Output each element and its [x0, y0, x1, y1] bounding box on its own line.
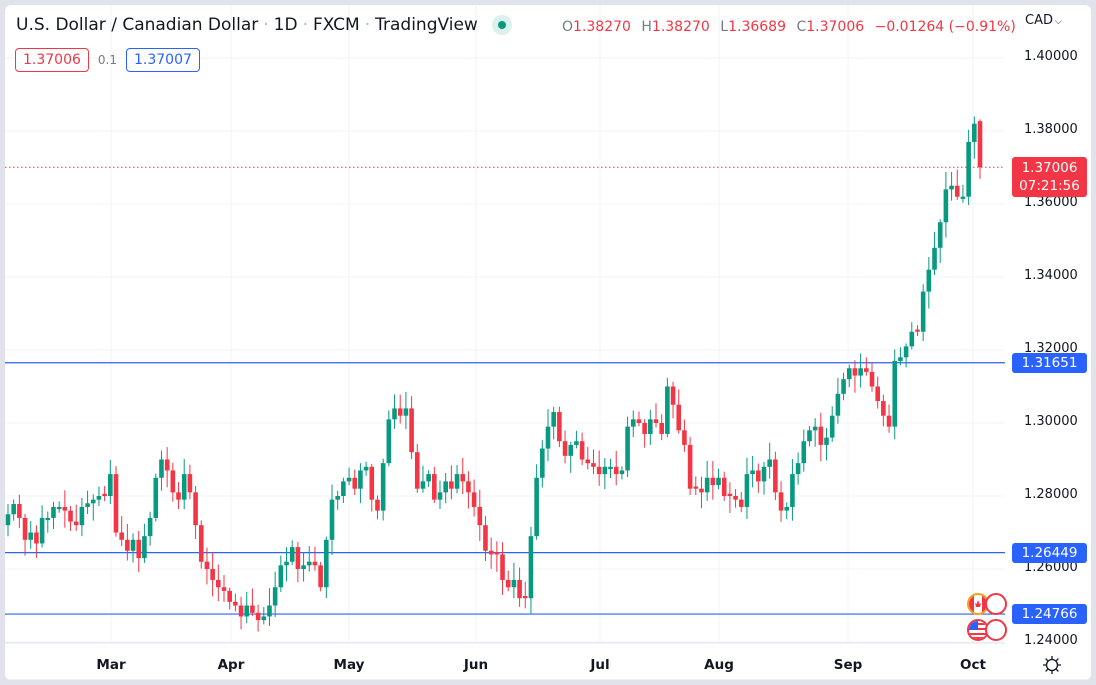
currency-dropdown[interactable]: CAD ⌵ — [1025, 13, 1062, 28]
interval[interactable]: 1D — [273, 15, 298, 35]
chart-legend: U.S. Dollar / Canadian Dollar · 1D · FXC… — [16, 15, 512, 35]
time-label: Sep — [833, 657, 863, 673]
close-value: 1.37006 — [806, 19, 865, 35]
bar-countdown: 07:21:56 — [1019, 178, 1080, 194]
price-label: 1.40000 — [1024, 49, 1078, 64]
time-label: Jul — [590, 657, 610, 673]
time-label: Apr — [217, 657, 245, 673]
buy-button[interactable]: 1.37007 — [126, 48, 200, 72]
low-value: 1.36689 — [728, 19, 786, 35]
high-value: 1.38270 — [651, 19, 710, 35]
symbol-name[interactable]: U.S. Dollar / Canadian Dollar — [16, 15, 259, 35]
time-label: Oct — [960, 657, 986, 673]
source: TradingView — [375, 15, 478, 35]
last-price-tag: 1.37006 07:21:56 — [1012, 157, 1087, 197]
event-marker-icon[interactable] — [985, 593, 1007, 615]
currency-label: CAD — [1025, 13, 1053, 28]
us-flag-icon[interactable] — [967, 619, 989, 641]
time-label: Aug — [704, 657, 734, 673]
price-label: 1.28000 — [1024, 487, 1078, 502]
exchange: FXCM — [312, 15, 360, 35]
high-label: H — [641, 19, 652, 35]
level-price-tag: 1.24766 — [1012, 604, 1087, 625]
sell-button[interactable]: 1.37006 — [15, 48, 89, 72]
change-value: −0.01264 (−0.91%) — [874, 19, 1016, 35]
market-open-icon — [491, 15, 512, 35]
low-label: L — [720, 19, 729, 35]
price-label: 1.34000 — [1024, 268, 1078, 283]
event-marker-icon[interactable] — [985, 619, 1007, 641]
price-label: 1.24000 — [1024, 633, 1078, 648]
price-label: 1.26000 — [1024, 560, 1078, 575]
trade-buttons: 1.37006 0.1 1.37007 — [15, 48, 200, 72]
open-value: 1.38270 — [573, 19, 631, 35]
candlestick-chart[interactable] — [5, 5, 1091, 680]
time-label: Mar — [96, 657, 126, 673]
price-label: 1.38000 — [1024, 122, 1078, 137]
price-label: 1.30000 — [1024, 414, 1078, 429]
spread: 0.1 — [97, 53, 117, 67]
price-label: 1.36000 — [1024, 195, 1078, 210]
time-label: May — [333, 657, 365, 673]
settings-icon[interactable] — [1041, 654, 1063, 676]
level-price-tag: 1.26449 — [1012, 542, 1087, 563]
level-price-tag: 1.31651 — [1012, 352, 1087, 373]
time-label: Jun — [463, 657, 489, 673]
chevron-down-icon: ⌵ — [1054, 17, 1062, 27]
close-label: C — [796, 19, 807, 35]
price-label: 1.32000 — [1024, 341, 1078, 356]
open-label: O — [562, 19, 574, 35]
last-price: 1.37006 — [1021, 160, 1078, 176]
ohlc-values: O1.38270 H1.38270 L1.36689 C1.37006 −0.0… — [562, 19, 1022, 35]
chart-panel[interactable]: U.S. Dollar / Canadian Dollar · 1D · FXC… — [5, 5, 1091, 680]
grid-lines — [5, 5, 1005, 643]
candles — [5, 116, 983, 632]
horizontal-lines — [5, 362, 1005, 615]
